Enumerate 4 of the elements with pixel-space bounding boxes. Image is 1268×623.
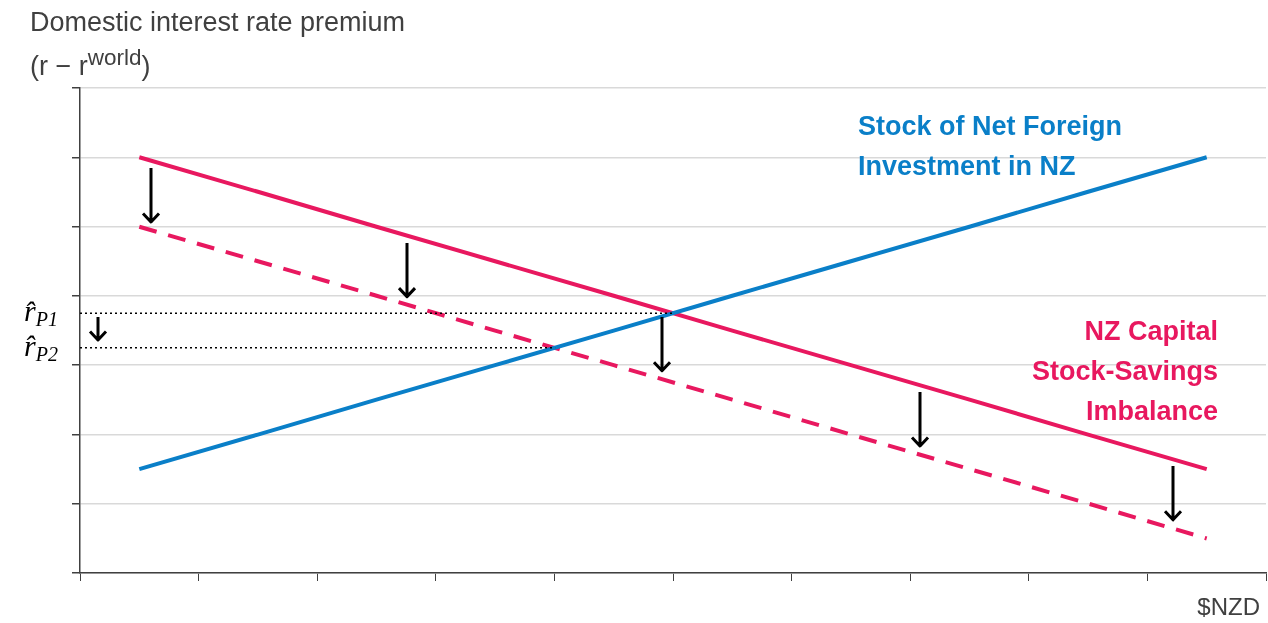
series-label: Stock of Net Foreign Investment in NZ bbox=[858, 110, 1123, 183]
x-axis-title: $NZD bbox=[1197, 593, 1260, 621]
series-label: NZ Capital Stock-Savings Imbalance bbox=[1030, 315, 1218, 428]
y-axis-title: Domestic interest rate premium (r − r$^{world}$) bbox=[30, 6, 407, 83]
